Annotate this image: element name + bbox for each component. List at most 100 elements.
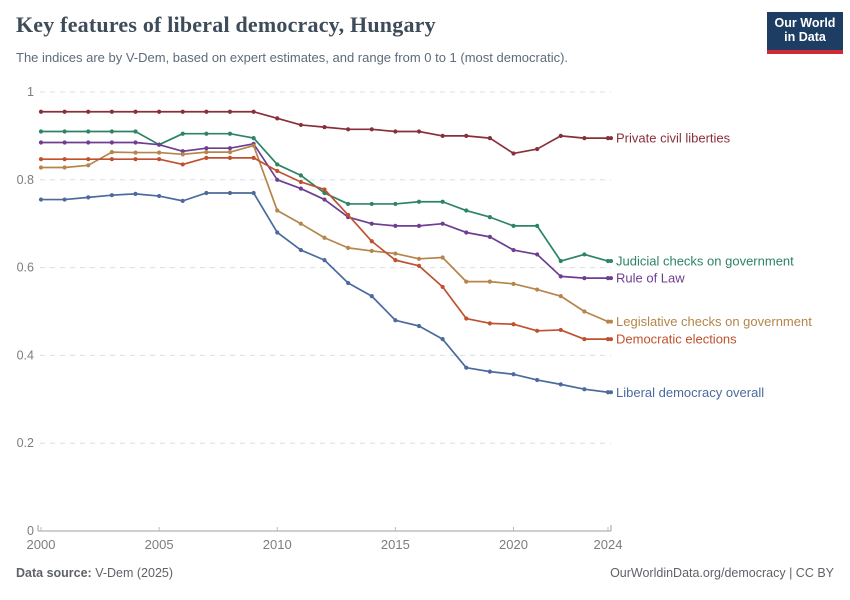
label-connector-dot [609,259,613,264]
data-point [133,157,138,162]
data-point [511,151,516,156]
y-tick-label: 0 [27,524,34,538]
data-point [86,195,91,200]
series-label-democratic-elections[interactable]: Democratic elections [616,332,737,347]
series-label-legislative-checks-on-government[interactable]: Legislative checks on government [616,314,812,329]
data-point [511,223,516,228]
data-point [38,165,44,170]
data-point [204,190,209,196]
data-point [109,140,114,145]
data-point [346,245,351,250]
data-point [511,247,516,253]
data-point [605,390,611,395]
series-line-private-civil-liberties[interactable] [41,110,608,155]
data-point [157,157,162,162]
data-point [558,258,563,264]
series-label-rule-of-law[interactable]: Rule of Law [616,271,685,286]
data-point [157,109,162,114]
data-point [322,187,327,192]
data-point [487,234,492,239]
owid-logo-line1: Our World [774,16,836,30]
data-point [180,198,185,203]
data-point [369,201,374,207]
series-line-democratic-elections[interactable] [41,157,608,341]
data-point [582,337,587,342]
series-rule-of-law[interactable] [38,140,613,281]
page-title: Key features of liberal democracy, Hunga… [16,12,436,37]
series-label-liberal-democracy-overall[interactable]: Liberal democracy overall [616,385,764,400]
series-legislative-checks-on-government[interactable] [38,143,613,324]
data-point [298,122,303,128]
data-point [62,165,67,170]
data-point [62,109,67,114]
data-point [38,129,44,134]
data-point [416,263,422,268]
data-point [133,129,138,134]
label-connector-dot [609,390,613,395]
data-point [298,179,303,185]
series-line-rule-of-law[interactable] [41,141,608,279]
data-point [393,258,398,263]
data-point [109,193,114,198]
data-point [38,197,44,202]
owid-logo-accent-bar [767,49,843,54]
data-point [86,140,91,145]
series-line-liberal-democracy-overall[interactable] [41,192,609,394]
data-point [251,155,256,160]
data-point [204,146,209,151]
data-point [275,116,280,121]
series-democratic-elections[interactable] [38,155,613,342]
owid-logo-box: Our World in Data [767,12,843,50]
data-point [38,109,44,114]
data-point [251,135,256,141]
x-tick-label: 2000 [27,537,56,552]
data-point [464,365,469,370]
data-point [558,133,563,138]
data-point [322,258,327,263]
data-point [558,274,563,279]
data-point [109,157,114,162]
data-point [133,191,138,196]
data-point [582,276,587,281]
data-point [38,140,44,145]
series-private-civil-liberties[interactable] [38,109,613,156]
data-point [464,316,469,321]
data-point [487,369,492,374]
data-point [275,168,280,174]
series-label-private-civil-liberties[interactable]: Private civil liberties [616,131,731,146]
data-point [204,109,209,114]
data-point [86,129,91,134]
data-point [487,279,492,284]
owid-logo-line2: in Data [784,30,826,45]
data-point [204,150,209,155]
data-point [251,143,256,148]
series-label-judicial-checks-on-government[interactable]: Judicial checks on government [616,254,794,269]
data-point [440,199,445,204]
series-judicial-checks-on-government[interactable] [38,129,613,264]
label-connector-dot [609,319,613,324]
data-point [393,251,398,256]
data-point [535,328,540,333]
data-point [251,190,256,196]
data-point [558,294,563,299]
x-tick-label: 2015 [381,537,410,552]
footer-link[interactable]: OurWorldinData.org/democracy | CC BY [610,566,834,580]
y-tick-label: 0.2 [17,436,34,450]
data-point [86,157,91,162]
data-point [275,208,280,213]
data-point [38,157,44,162]
data-point [133,150,138,155]
data-point [346,280,351,286]
data-point [298,173,303,178]
series-liberal-democracy-overall[interactable] [38,190,613,395]
data-point [322,197,327,202]
data-point [62,197,67,202]
owid-logo[interactable]: Our World in Data [767,12,843,54]
data-point [511,372,516,377]
data-point [393,318,398,323]
data-point [369,239,374,244]
series-line-legislative-checks-on-government[interactable] [41,144,609,323]
data-point [109,150,114,155]
data-point [464,208,469,213]
